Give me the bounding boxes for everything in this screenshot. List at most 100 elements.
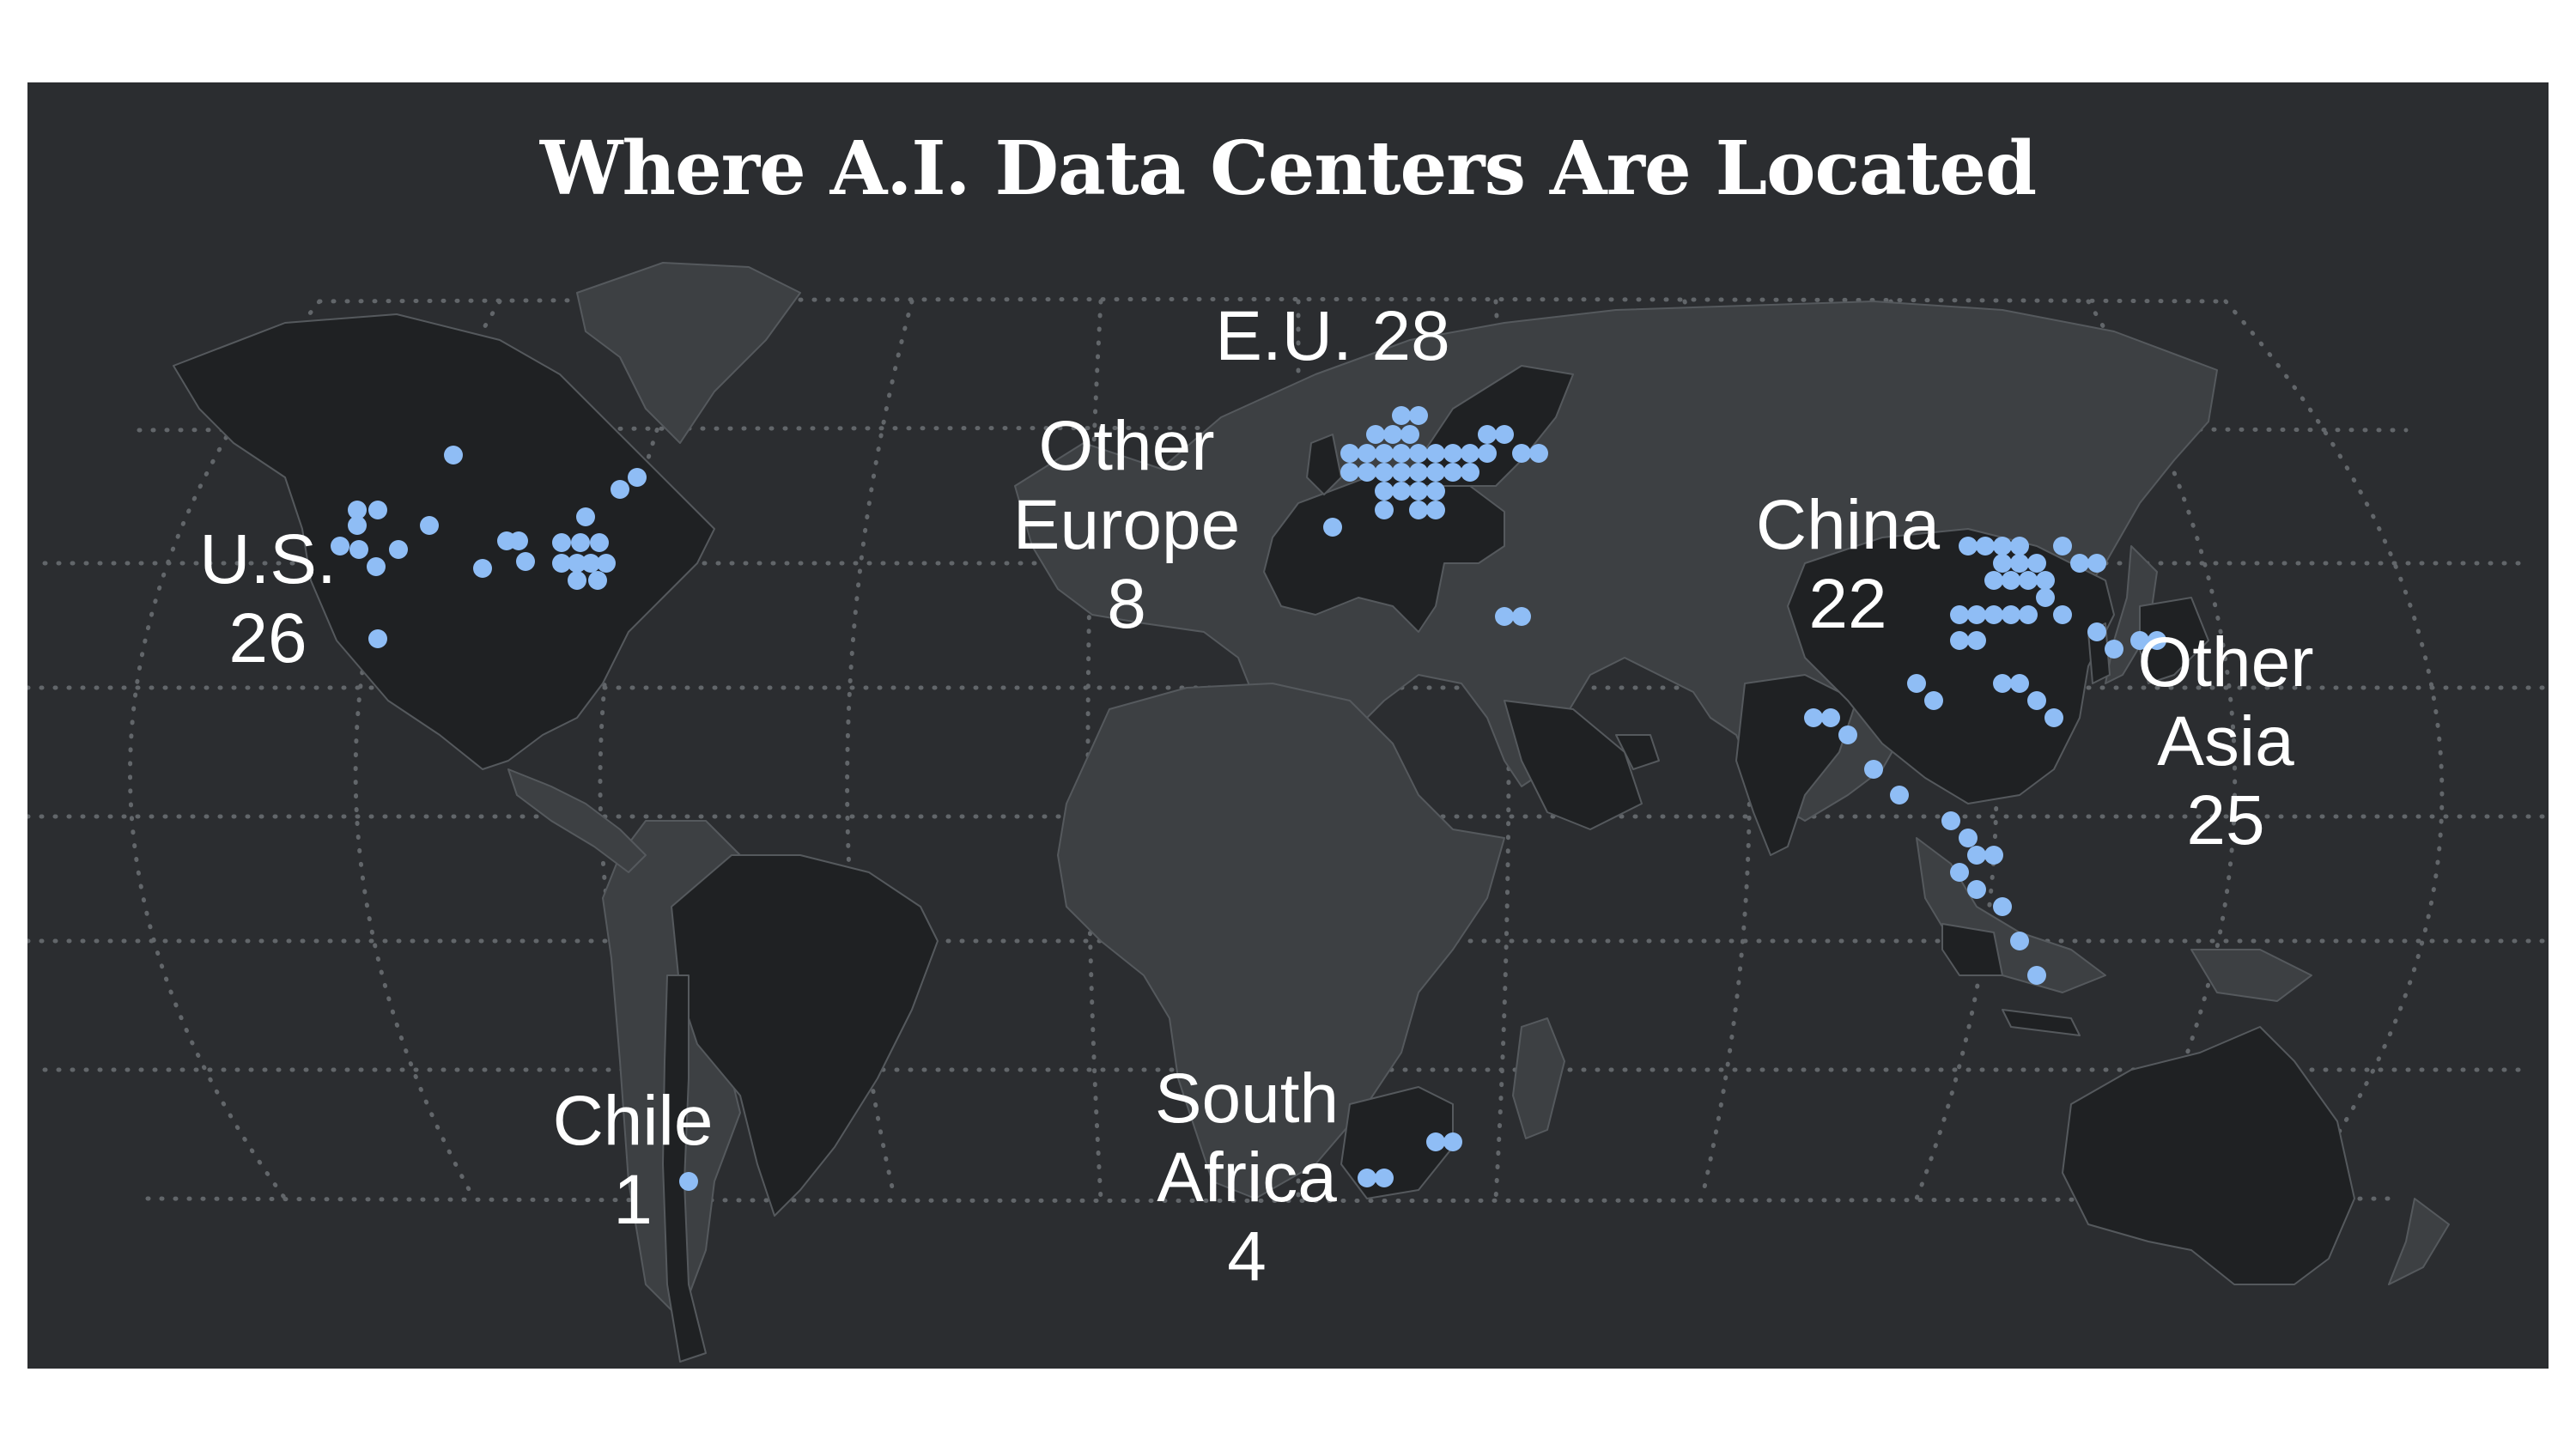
data-center-dot-eu <box>1375 482 1394 501</box>
data-center-dot-us <box>590 533 609 552</box>
data-center-dot-other-asia <box>1950 863 1969 882</box>
data-center-dot-china <box>1950 605 1969 624</box>
region-count: 22 <box>1808 565 1887 643</box>
region-name-line: Asia <box>2157 702 2294 780</box>
data-center-dot-other-asia <box>1959 829 1978 847</box>
land-highlight <box>173 313 2355 1363</box>
data-center-dot-other-asia <box>2087 622 2106 641</box>
data-center-dot-other-asia <box>1864 760 1883 779</box>
data-center-dot-other-asia <box>1967 880 1986 899</box>
region-label-other-europe: Other Europe 8 <box>998 407 1255 644</box>
data-center-dot-us <box>348 501 367 519</box>
region-label-eu: E.U. 28 <box>1178 297 1487 376</box>
data-center-dot-eu <box>1340 444 1359 463</box>
data-center-dot-us <box>367 557 386 576</box>
data-center-dot-us <box>473 559 492 578</box>
region-count: 8 <box>1107 565 1146 643</box>
data-center-dot-south-africa <box>1443 1132 1462 1151</box>
region-label-china: China 22 <box>1719 486 1977 644</box>
data-center-dot-china <box>1976 537 1995 556</box>
data-center-dots <box>331 406 2166 1191</box>
data-center-dot-us <box>552 554 571 573</box>
data-center-dot-eu <box>1478 444 1497 463</box>
landmass-australia <box>2062 1026 2355 1285</box>
data-center-dot-us <box>516 552 535 571</box>
data-center-dot-us <box>568 571 586 590</box>
data-center-dot-us <box>368 629 387 648</box>
data-center-dot-other-asia <box>1821 708 1840 727</box>
graticule-meridian <box>845 299 914 1201</box>
region-name-line: Europe <box>1012 486 1241 564</box>
landmass-brazil <box>671 854 939 1217</box>
data-center-dot-china <box>2002 571 2020 590</box>
region-count: 25 <box>2186 781 2265 859</box>
world-map <box>27 262 2549 1363</box>
data-center-dot-china <box>1984 605 2003 624</box>
data-center-dot-other-asia <box>2130 631 2149 650</box>
map-title: Where A.I. Data Centers Are Located <box>539 125 2037 212</box>
data-center-dot-us <box>588 571 607 590</box>
data-center-dot-other-asia <box>1890 786 1909 804</box>
data-center-dot-other-asia <box>1967 846 1986 865</box>
data-center-dot-other-asia <box>2036 588 2055 607</box>
landmass-greenland <box>576 262 801 444</box>
region-label-chile: Chile 1 <box>504 1082 762 1240</box>
data-center-dot-eu <box>1383 425 1402 444</box>
landmass-indonesia-java <box>2002 1009 2081 1036</box>
data-center-dot-us <box>420 516 439 535</box>
data-center-dot-us <box>509 531 528 550</box>
data-center-dot-other-europe <box>1375 501 1394 519</box>
data-center-dot-china <box>1993 674 2012 693</box>
data-center-dot-us <box>331 537 349 556</box>
data-center-dot-other-asia <box>2087 554 2106 573</box>
data-center-dot-china <box>2010 674 2029 693</box>
data-center-dot-china <box>1950 631 1969 650</box>
region-name-line: E.U. <box>1215 297 1352 375</box>
data-center-dot-china <box>2002 605 2020 624</box>
data-center-dot-eu <box>1358 444 1376 463</box>
region-name-line: Chile <box>552 1082 714 1160</box>
data-center-dot-us <box>597 554 616 573</box>
data-center-dot-other-asia <box>1984 846 2003 865</box>
data-center-dot-eu <box>1409 463 1428 482</box>
data-center-dot-chile <box>679 1172 698 1191</box>
landmass-southeast-asia <box>1916 837 2106 993</box>
data-center-dot-other-asia <box>2148 631 2166 650</box>
data-center-dot-china <box>1993 554 2012 573</box>
data-center-dot-other-asia <box>1924 691 1943 710</box>
data-center-dot-south-africa <box>1358 1169 1376 1187</box>
data-center-dot-china <box>2027 554 2046 573</box>
data-center-dot-eu <box>1400 425 1419 444</box>
data-center-dot-eu <box>1461 444 1479 463</box>
data-center-dot-other-asia <box>2027 966 2046 985</box>
data-center-dot-eu <box>1375 463 1394 482</box>
data-center-dot-china <box>2019 605 2038 624</box>
region-count: 4 <box>1227 1217 1267 1296</box>
data-center-dot-eu <box>1340 463 1359 482</box>
data-center-dot-eu <box>1426 444 1445 463</box>
region-count: 1 <box>613 1161 653 1239</box>
data-center-dot-eu <box>1358 463 1376 482</box>
data-center-dot-eu <box>1409 482 1428 501</box>
data-center-dot-other-asia <box>1838 726 1857 744</box>
data-center-dot-eu <box>1392 444 1411 463</box>
graticule-meridian <box>128 299 322 1201</box>
data-center-dot-china <box>1967 605 1986 624</box>
region-name-line: South <box>1154 1059 1340 1138</box>
data-center-dot-us <box>349 540 368 559</box>
data-center-dot-eu <box>1426 463 1445 482</box>
data-center-dot-china <box>2019 571 2038 590</box>
data-center-dot-other-asia <box>1907 674 1926 693</box>
data-center-dot-eu <box>1443 444 1462 463</box>
data-center-dot-china <box>2010 537 2029 556</box>
data-center-dot-other-europe <box>1323 518 1342 537</box>
data-center-dot-other-asia <box>2070 554 2089 573</box>
data-center-dot-eu <box>1366 425 1385 444</box>
data-center-dot-china <box>1984 571 2003 590</box>
data-center-dot-eu <box>1443 463 1462 482</box>
data-center-dot-other-europe <box>1495 425 1514 444</box>
data-center-dot-us <box>389 540 408 559</box>
region-name-line: Africa <box>1157 1138 1337 1217</box>
landmass-central-america <box>507 768 647 873</box>
data-center-dot-other-asia <box>2053 605 2072 624</box>
